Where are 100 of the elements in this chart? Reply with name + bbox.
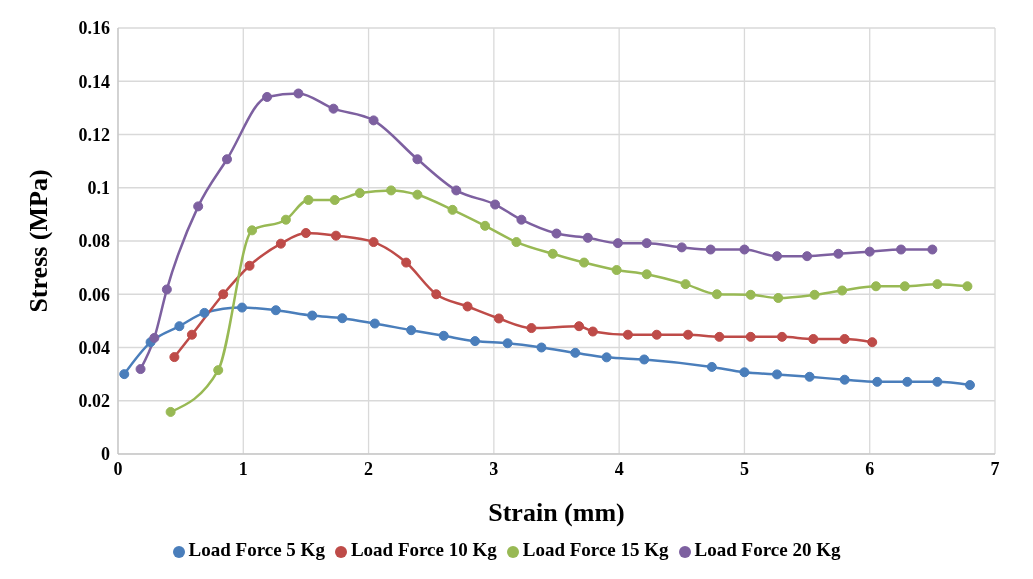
y-tick-label: 0.02 [78, 391, 110, 412]
point [526, 323, 537, 334]
point [369, 318, 380, 329]
point [490, 199, 501, 210]
x-axis-title: Strain (mm) [488, 498, 625, 527]
point [745, 289, 756, 300]
point [706, 361, 717, 372]
point [739, 367, 750, 378]
point [872, 376, 883, 387]
point [329, 195, 340, 205]
point [386, 185, 397, 196]
point [169, 352, 180, 363]
point [547, 248, 558, 259]
x-tick-label: 2 [364, 458, 374, 479]
legend-label: Load Force 15 Kg [522, 539, 669, 560]
point [579, 257, 590, 268]
point [493, 313, 504, 324]
legend-label: Load Force 10 Kg [350, 539, 497, 560]
point [368, 115, 379, 126]
point [809, 289, 820, 300]
point [772, 251, 782, 262]
point [247, 225, 258, 236]
point [165, 406, 176, 417]
point [307, 310, 318, 321]
x-tick-label: 6 [865, 458, 875, 479]
point [280, 214, 291, 225]
point [932, 376, 943, 387]
point [412, 189, 423, 200]
x-tick-label: 7 [990, 458, 1000, 479]
point [962, 281, 973, 292]
point [804, 371, 815, 382]
point [902, 376, 913, 387]
point [711, 289, 722, 300]
point [213, 365, 224, 376]
point [303, 195, 314, 205]
point [161, 284, 172, 295]
point [447, 204, 458, 215]
point [680, 279, 691, 290]
point [932, 279, 943, 290]
point [354, 188, 365, 199]
x-tick-label: 1 [238, 458, 248, 479]
point [502, 338, 513, 349]
point [612, 238, 623, 249]
point [896, 244, 907, 255]
point [222, 154, 232, 165]
point [237, 302, 248, 313]
point [262, 91, 273, 102]
point [516, 214, 527, 225]
point [864, 246, 875, 257]
point [300, 228, 311, 239]
point [870, 281, 881, 292]
point [739, 244, 750, 255]
point [462, 301, 473, 312]
point [480, 220, 491, 231]
y-tick-label: 0 [101, 444, 110, 465]
point [582, 232, 593, 243]
point [218, 289, 229, 300]
point [199, 307, 210, 318]
legend-label: Load Force 5 Kg [188, 539, 325, 560]
point [551, 228, 562, 239]
point [186, 329, 197, 340]
point [833, 248, 844, 259]
point [275, 238, 286, 249]
point [536, 342, 547, 353]
point [927, 244, 938, 255]
point [174, 321, 185, 332]
point [837, 285, 848, 296]
x-tick-label: 3 [489, 458, 499, 479]
point [574, 321, 585, 332]
point [244, 260, 255, 271]
point [802, 251, 813, 262]
point [119, 369, 130, 380]
point [839, 333, 850, 344]
point [777, 331, 788, 342]
point [641, 269, 652, 280]
x-tick-label: 0 [113, 458, 123, 479]
point [773, 292, 784, 303]
y-tick-label: 0.08 [78, 231, 110, 252]
point [401, 257, 412, 268]
y-axis-title: Stress (MPa) [24, 169, 54, 313]
point [745, 331, 756, 342]
point [676, 242, 687, 253]
point [328, 103, 339, 114]
point [135, 364, 146, 375]
point [438, 330, 449, 341]
point [337, 313, 348, 324]
y-tick-label: 0.1 [87, 178, 110, 199]
point [368, 237, 379, 248]
y-tick-label: 0.06 [78, 284, 110, 305]
point [331, 230, 341, 241]
point [149, 332, 160, 343]
point [622, 329, 633, 340]
point [270, 305, 281, 316]
point [899, 281, 910, 292]
point [293, 88, 304, 99]
legend-label: Load Force 20 Kg [694, 539, 841, 560]
point [431, 289, 442, 300]
x-tick-label: 5 [739, 458, 749, 479]
point [651, 329, 662, 340]
y-tick-label: 0.04 [78, 337, 110, 358]
